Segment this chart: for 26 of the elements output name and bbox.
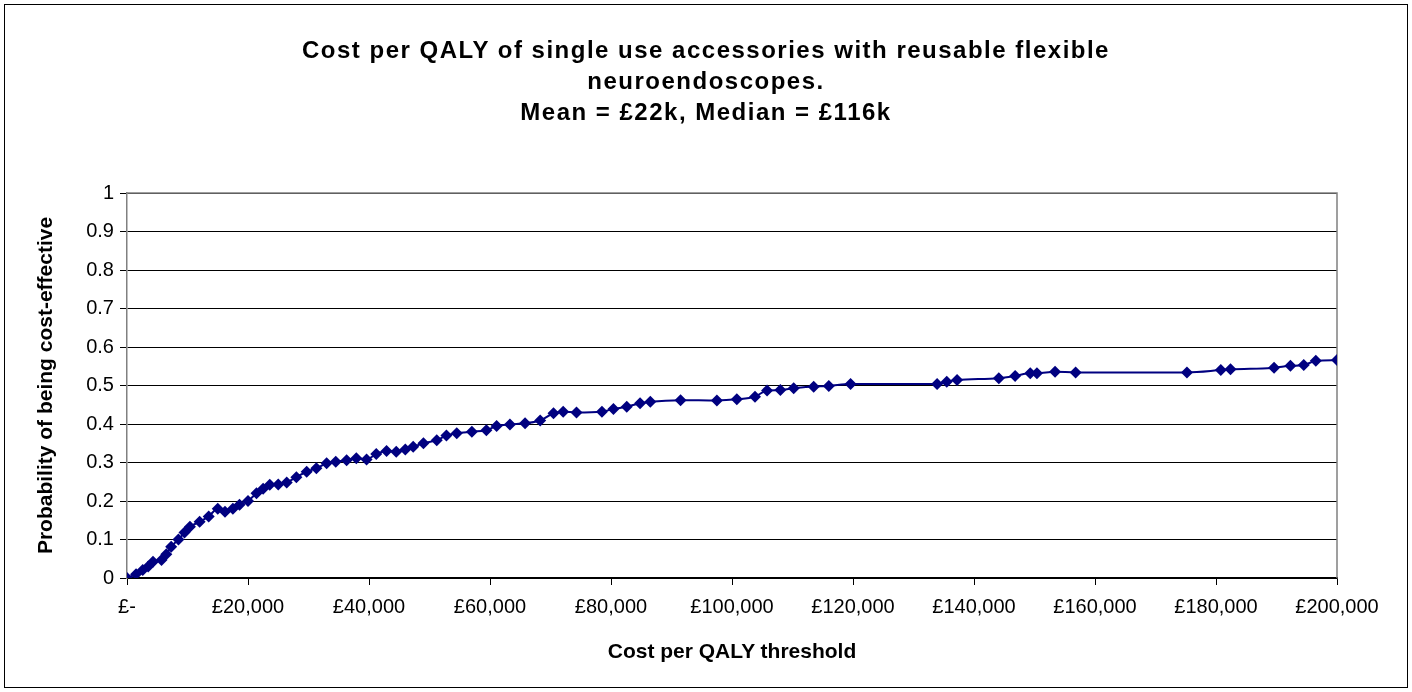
- y-tick-label: 0.8: [86, 257, 114, 280]
- x-tick-label: £100,000: [690, 594, 774, 617]
- y-axis-title: Probability of being cost-effective: [33, 216, 57, 555]
- y-tick-label: 0: [102, 565, 114, 588]
- x-tick-label: £120,000: [811, 594, 895, 617]
- x-axis-title: Cost per QALY threshold: [607, 639, 857, 663]
- x-tick-label: £20,000: [211, 594, 285, 617]
- y-tick-label: 0.6: [86, 334, 114, 357]
- x-tick-label: £40,000: [332, 594, 406, 617]
- y-tick-label: 0.2: [86, 488, 114, 511]
- y-tick-label: 0.9: [86, 219, 114, 242]
- x-tick-label: £-: [118, 594, 136, 617]
- x-tick-label: £180,000: [1174, 594, 1258, 617]
- y-tick-label: 0.5: [86, 373, 114, 396]
- chart-subtitle: Mean = £22k, Median = £116k: [519, 97, 893, 127]
- x-tick-label: £60,000: [453, 594, 527, 617]
- x-tick-label: £80,000: [574, 594, 648, 617]
- x-tick-label: £140,000: [932, 594, 1016, 617]
- y-tick-label: 0.1: [86, 527, 114, 550]
- y-tick-label: 0.4: [86, 411, 114, 434]
- x-tick-label: £200,000: [1295, 594, 1379, 617]
- x-tick-label: £160,000: [1053, 594, 1137, 617]
- y-tick-label: 1: [102, 180, 114, 203]
- y-tick-label: 0.3: [86, 450, 114, 473]
- y-tick-label: 0.7: [86, 296, 114, 319]
- chart-title: Cost per QALY of single use accessories with reusable flexible neuroendoscopes.: [301, 35, 1111, 96]
